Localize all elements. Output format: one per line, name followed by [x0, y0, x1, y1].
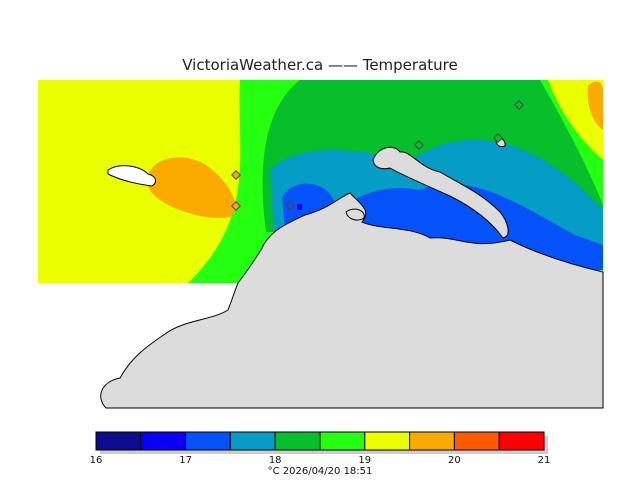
station-markers — [231, 100, 524, 211]
legend-swatch — [95, 431, 142, 451]
legend-swatch — [409, 431, 455, 451]
station-marker[interactable] — [231, 201, 241, 211]
island-west — [107, 165, 156, 187]
station-marker[interactable] — [297, 204, 302, 210]
legend-tick-label: 18 — [268, 455, 282, 466]
legend-tick-label: 20 — [448, 455, 461, 466]
legend-tick-label: 19 — [358, 455, 372, 466]
zone-20-21 — [147, 157, 236, 219]
map-title: VictoriaWeather.ca —— Temperature — [182, 56, 458, 74]
legend-swatch — [498, 431, 545, 451]
legend-swatch — [140, 431, 187, 451]
land-mass — [100, 137, 604, 409]
station-marker[interactable] — [514, 100, 524, 110]
legend-tick-label: 17 — [179, 455, 192, 466]
peninsula — [372, 146, 509, 239]
station-marker[interactable] — [414, 140, 424, 150]
legend-tick-label: 16 — [89, 455, 103, 466]
legend-swatch — [453, 431, 500, 451]
legend-footer: °C 2026/04/20 18:51 — [267, 466, 373, 477]
station-marker[interactable] — [285, 200, 295, 210]
legend-swatch — [274, 431, 321, 451]
legend-tick-label: 21 — [537, 455, 551, 466]
legend-swatch — [319, 431, 366, 451]
station-marker[interactable] — [493, 133, 503, 143]
zone-ne-hot — [587, 81, 603, 130]
legend-color-bar — [95, 431, 548, 454]
island-small — [345, 208, 365, 221]
legend-swatch — [364, 431, 411, 451]
legend-swatch — [185, 431, 231, 451]
station-marker[interactable] — [231, 170, 241, 180]
legend-swatch — [229, 431, 276, 451]
